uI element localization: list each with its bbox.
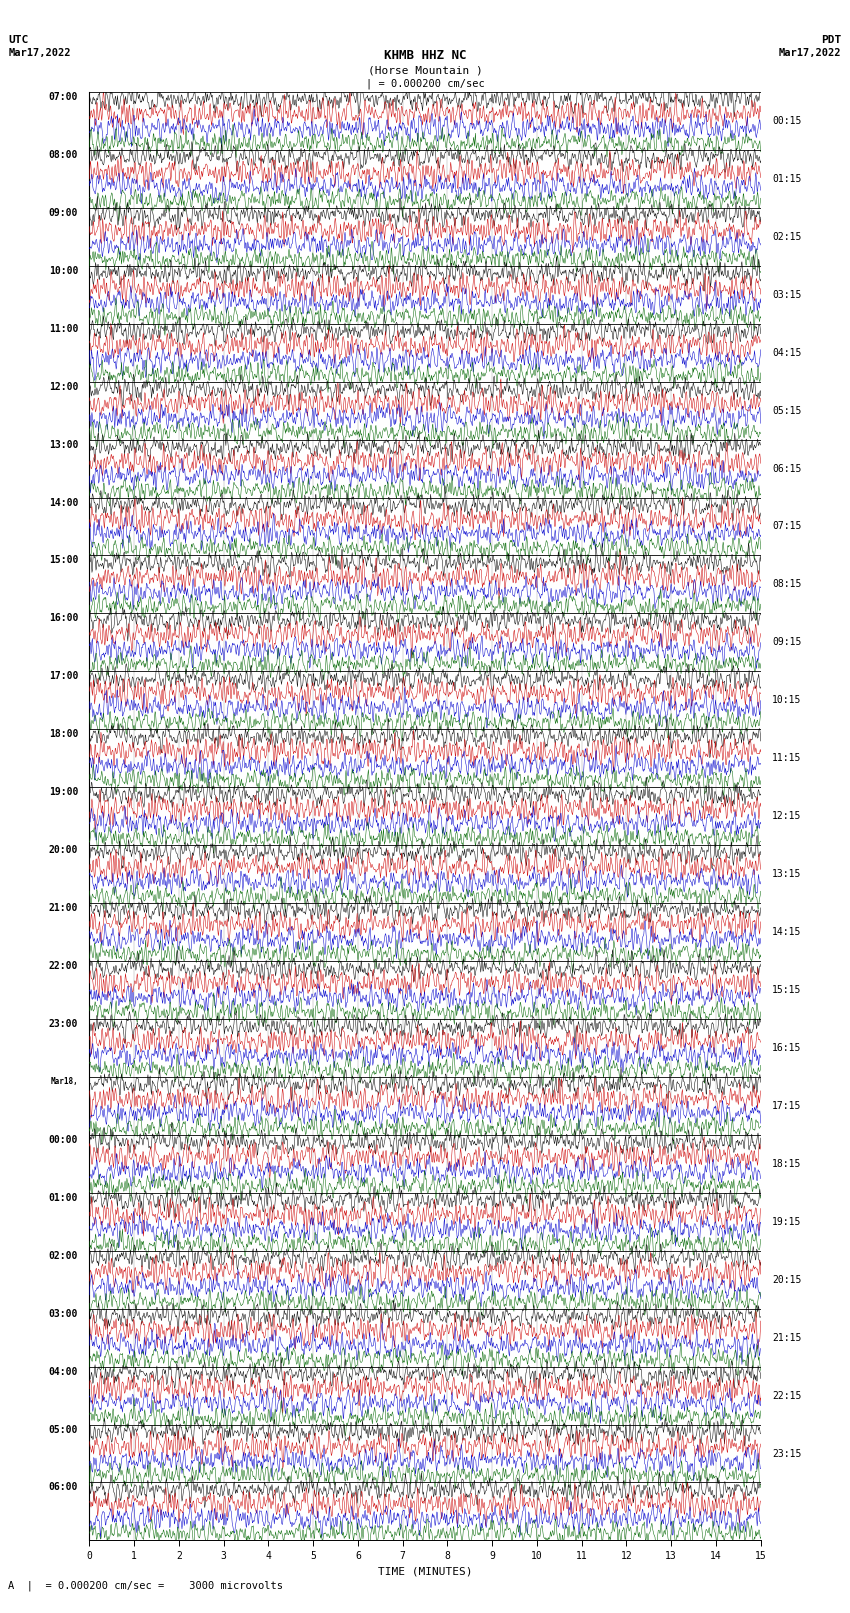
Text: 22:00: 22:00 [48, 961, 78, 971]
Text: UTC: UTC [8, 35, 29, 45]
Text: 02:00: 02:00 [48, 1250, 78, 1261]
Text: 09:15: 09:15 [772, 637, 802, 647]
Text: 12:00: 12:00 [48, 382, 78, 392]
Text: 11:00: 11:00 [48, 324, 78, 334]
Text: 10:15: 10:15 [772, 695, 802, 705]
Text: 17:15: 17:15 [772, 1102, 802, 1111]
Text: 00:00: 00:00 [48, 1136, 78, 1145]
Text: 04:00: 04:00 [48, 1366, 78, 1376]
Text: 22:15: 22:15 [772, 1390, 802, 1400]
Text: 07:00: 07:00 [48, 92, 78, 102]
Text: 02:15: 02:15 [772, 232, 802, 242]
Text: 20:15: 20:15 [772, 1274, 802, 1284]
Text: 09:00: 09:00 [48, 208, 78, 218]
Text: KHMB HHZ NC: KHMB HHZ NC [383, 48, 467, 63]
Text: 06:15: 06:15 [772, 463, 802, 474]
Text: 19:15: 19:15 [772, 1216, 802, 1227]
Text: 01:00: 01:00 [48, 1192, 78, 1203]
Text: 17:00: 17:00 [48, 671, 78, 681]
Text: 04:15: 04:15 [772, 348, 802, 358]
Text: 12:15: 12:15 [772, 811, 802, 821]
Text: Mar17,2022: Mar17,2022 [8, 48, 71, 58]
Text: 05:00: 05:00 [48, 1424, 78, 1434]
Text: (Horse Mountain ): (Horse Mountain ) [367, 66, 483, 76]
Text: 06:00: 06:00 [48, 1482, 78, 1492]
Text: 11:15: 11:15 [772, 753, 802, 763]
Text: 14:00: 14:00 [48, 497, 78, 508]
Text: 23:15: 23:15 [772, 1448, 802, 1458]
Text: PDT: PDT [821, 35, 842, 45]
Text: 03:15: 03:15 [772, 290, 802, 300]
Text: 18:15: 18:15 [772, 1158, 802, 1169]
Text: 14:15: 14:15 [772, 927, 802, 937]
X-axis label: TIME (MINUTES): TIME (MINUTES) [377, 1566, 473, 1576]
Text: 01:15: 01:15 [772, 174, 802, 184]
Text: 03:00: 03:00 [48, 1308, 78, 1319]
Text: A  |  = 0.000200 cm/sec =    3000 microvolts: A | = 0.000200 cm/sec = 3000 microvolts [8, 1581, 284, 1592]
Text: 08:00: 08:00 [48, 150, 78, 160]
Text: 13:15: 13:15 [772, 869, 802, 879]
Text: 05:15: 05:15 [772, 405, 802, 416]
Text: 20:00: 20:00 [48, 845, 78, 855]
Text: Mar17,2022: Mar17,2022 [779, 48, 842, 58]
Text: 15:00: 15:00 [48, 555, 78, 566]
Text: | = 0.000200 cm/sec: | = 0.000200 cm/sec [366, 77, 484, 89]
Text: 19:00: 19:00 [48, 787, 78, 797]
Text: 07:15: 07:15 [772, 521, 802, 531]
Text: 08:15: 08:15 [772, 579, 802, 589]
Text: 16:15: 16:15 [772, 1044, 802, 1053]
Text: 21:15: 21:15 [772, 1332, 802, 1342]
Text: 18:00: 18:00 [48, 729, 78, 739]
Text: 21:00: 21:00 [48, 903, 78, 913]
Text: 15:15: 15:15 [772, 986, 802, 995]
Text: 23:00: 23:00 [48, 1019, 78, 1029]
Text: 16:00: 16:00 [48, 613, 78, 623]
Text: Mar18,: Mar18, [50, 1077, 78, 1086]
Text: 00:15: 00:15 [772, 116, 802, 126]
Text: 13:00: 13:00 [48, 440, 78, 450]
Text: 10:00: 10:00 [48, 266, 78, 276]
